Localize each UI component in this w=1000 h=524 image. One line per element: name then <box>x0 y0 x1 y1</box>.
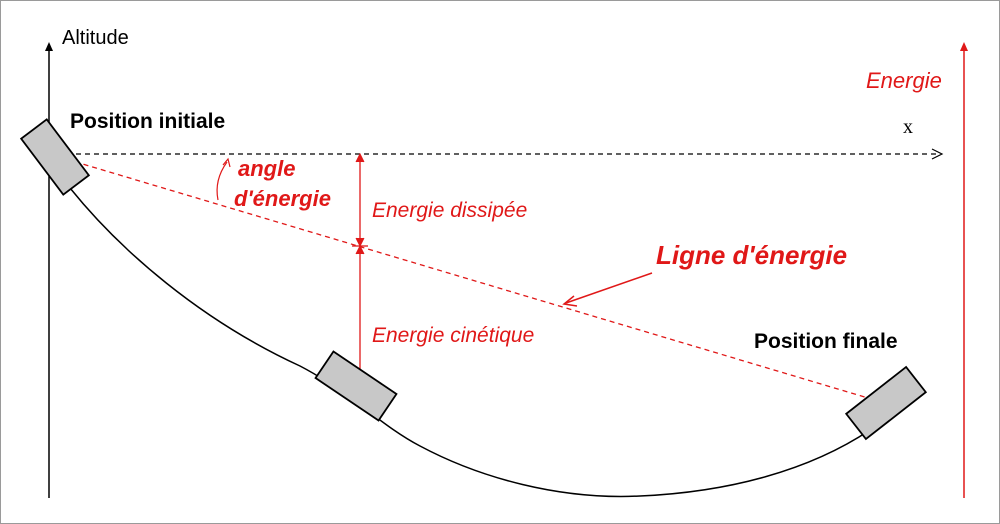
energy-angle-arrowhead <box>222 157 231 168</box>
energy-line-pointer-head <box>562 295 578 307</box>
block-final <box>844 365 928 441</box>
dissipated-energy-arrowhead-bottom <box>355 237 365 248</box>
energy-line-label: Ligne d'énergie <box>656 240 847 270</box>
position-finale-label: Position finale <box>754 330 898 353</box>
dissipated-energy-arrowhead-top <box>355 152 365 163</box>
x-axis-label: x <box>903 116 913 138</box>
energy-angle-arc <box>216 161 228 201</box>
block-initial <box>19 118 91 196</box>
kinetic-energy-label: Energie cinétique <box>372 324 534 347</box>
x-axis-arrowhead <box>931 148 944 160</box>
kinetic-energy-arrowhead-top <box>355 244 365 255</box>
angle-label-line2: d'énergie <box>234 186 331 211</box>
angle-label-line1: angle <box>238 156 295 181</box>
energy-line-pointer <box>565 272 653 304</box>
energy-line <box>48 153 869 399</box>
position-initiale-label: Position initiale <box>70 110 225 133</box>
block-middle <box>314 350 398 422</box>
dissipated-energy-label: Energie dissipée <box>372 199 527 222</box>
altitude-label: Altitude <box>62 27 129 49</box>
terrain-profile <box>69 187 871 498</box>
energy-axis-label: Energie <box>866 68 942 93</box>
